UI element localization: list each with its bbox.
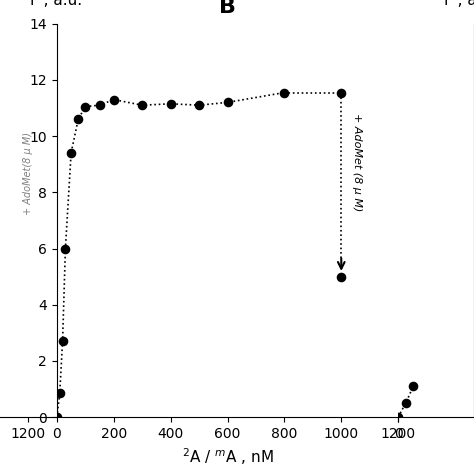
Point [96, 101, 103, 109]
Point [337, 89, 345, 96]
Text: + AdoMet(8 μ M): + AdoMet(8 μ M) [23, 132, 34, 215]
Point [281, 89, 288, 96]
Point [402, 399, 410, 407]
Point [337, 273, 345, 281]
Point [138, 101, 146, 109]
Point [224, 99, 231, 106]
Point [74, 116, 82, 123]
Text: F , a.: F , a. [444, 0, 474, 8]
Title: B: B [219, 0, 236, 17]
Point [167, 100, 174, 108]
Point [82, 103, 89, 110]
Point [53, 413, 61, 421]
X-axis label: $^{2}$A / $^{m}$A , nM: $^{2}$A / $^{m}$A , nM [182, 447, 273, 467]
Text: + AdoMet (8 μ M): + AdoMet (8 μ M) [352, 113, 362, 211]
Point [56, 390, 64, 397]
Point [62, 245, 69, 252]
Point [67, 149, 75, 157]
Point [410, 383, 417, 390]
Point [394, 413, 402, 421]
Point [195, 101, 203, 109]
Point [59, 337, 66, 345]
Text: F , a.u.: F , a.u. [29, 0, 82, 8]
Point [110, 96, 118, 103]
